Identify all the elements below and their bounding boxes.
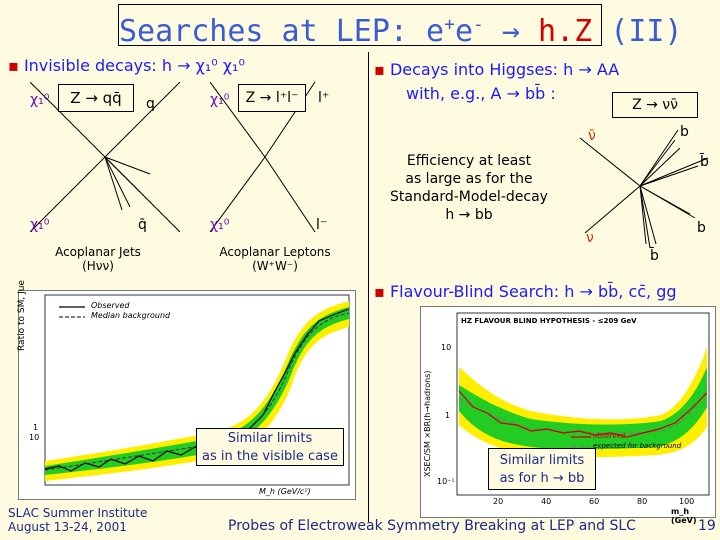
right-ytick-1: 1: [445, 411, 451, 420]
efficiency-line3: Standard-Model-decay: [390, 189, 548, 205]
left-legend-median: Median background: [91, 311, 171, 320]
chi-bottom-label-1: χ₁⁰: [30, 217, 50, 233]
leptons-caption: Acoplanar Leptons (W⁺W⁻): [205, 245, 345, 273]
l-minus-label: l⁻: [316, 217, 328, 233]
right-legend-observed: observed: [593, 432, 626, 440]
right-plot-title: HZ FLAVOUR BLIND HYPOTHESIS - ≤209 GeV: [461, 317, 637, 325]
b-label-1: b: [680, 124, 689, 140]
nu-label: ν: [586, 230, 594, 246]
invisible-heading-text: Invisible decays: h → χ₁⁰ χ₁⁰: [23, 56, 245, 75]
right-ytick-01: 10⁻¹: [437, 477, 455, 486]
efficiency-text: Efficiency at least as large as for the …: [376, 152, 562, 224]
right-callout-line2: as for h → bb: [499, 471, 585, 486]
chi-top-label-1: χ₁⁰: [30, 92, 50, 108]
left-xlabel: M_h (GeV/c²): [259, 487, 311, 496]
title-suffix: (II): [592, 14, 683, 49]
jets-diagram: [30, 82, 180, 232]
l-plus-label: l⁺: [318, 90, 330, 106]
higgses-diagram: [580, 129, 709, 249]
title-sup-minus: -: [473, 14, 484, 35]
efficiency-line2: as large as for the: [405, 171, 533, 187]
title-hz: h.Z: [538, 14, 593, 49]
title-sup-plus: +: [444, 14, 455, 35]
column-divider: [368, 52, 369, 522]
leptons-diagram: [210, 82, 316, 232]
right-xlabel: m_h (GeV): [671, 507, 697, 525]
footer-left-line2: August 13-24, 2001: [8, 520, 127, 534]
left-callout-line1: Similar limits: [227, 431, 313, 446]
chi-bottom-label-2: χ₁⁰: [210, 217, 230, 233]
left-plot-svg: [44, 294, 350, 486]
right-xtick-40: 40: [541, 497, 552, 506]
efficiency-line1: Efficiency at least: [406, 153, 532, 169]
right-legend-expected: expected for background: [593, 442, 682, 450]
right-xtick-80: 80: [637, 497, 648, 506]
title-mid: e: [454, 14, 474, 49]
z-ll-box: Z → l⁺l⁻: [238, 84, 306, 112]
jets-caption-line2: (Hνν): [82, 259, 114, 273]
footer-left-line1: SLAC Summer Institute: [8, 506, 148, 520]
right-xtick-60: 60: [589, 497, 600, 506]
z-ll-label: Z → l⁺l⁻: [245, 90, 299, 106]
bullet-icon: ▪: [8, 56, 19, 75]
left-ylabel: Ratio to SM, Jue: [17, 280, 27, 351]
b-label-2: b: [697, 220, 706, 236]
page-number: 19: [698, 518, 716, 534]
q-bottom-label: q̄: [138, 217, 147, 233]
b-bar-label-1: b̄: [700, 154, 709, 170]
z-qq-box: Z → qq̄: [58, 84, 134, 112]
footer-left: SLAC Summer Institute August 13-24, 2001: [8, 506, 147, 534]
z-qq-label: Z → qq̄: [70, 89, 122, 107]
slide-title: Searches at LEP: e+e- → h.Z (II): [118, 4, 683, 49]
left-ytick-1: 1: [33, 423, 39, 432]
left-callout-line2: as in the visible case: [202, 449, 338, 464]
nu-bar-label: ν̄: [588, 128, 596, 144]
title-arrow: →: [483, 14, 539, 49]
leptons-caption-line2: (W⁺W⁻): [252, 259, 298, 273]
title-prefix: Searches at LEP: e: [119, 14, 445, 49]
bullet-icon: ▪: [374, 60, 385, 79]
left-callout: Similar limits as in the visible case: [197, 430, 343, 466]
right-callout-line1: Similar limits: [499, 453, 585, 468]
chi-top-label-2: χ₁⁰: [210, 92, 230, 108]
right-callout: Similar limits as for h → bb: [489, 452, 595, 488]
flavour-heading: ▪ Flavour-Blind Search: h → bb̄, cc̄, gg: [374, 282, 677, 301]
right-xtick-20: 20: [493, 497, 504, 506]
higgses-heading-text: Decays into Higgses: h → AA: [389, 60, 620, 79]
efficiency-line4: h → bb: [445, 207, 493, 223]
left-legend-observed: Observed: [91, 301, 130, 310]
left-limit-plot: Observed Median background Ratio to SM, …: [17, 280, 356, 500]
jets-caption-line1: Acoplanar Jets: [55, 245, 141, 259]
invisible-decays-heading: ▪ Invisible decays: h → χ₁⁰ χ₁⁰: [8, 56, 245, 75]
higgses-subheading: with, e.g., A → bb̄ :: [406, 84, 556, 103]
right-ytick-10: 10: [441, 343, 452, 352]
right-xtick-100: 100: [679, 497, 695, 506]
z-nunu-box: Z → νν̄: [612, 92, 698, 118]
jets-caption: Acoplanar Jets (Hνν): [38, 245, 158, 273]
right-callout-box: Similar limits as for h → bb: [488, 448, 596, 490]
left-callout-box: Similar limits as in the visible case: [196, 428, 344, 466]
left-ytick-10: 10: [29, 433, 40, 442]
z-nunu-label: Z → νν̄: [632, 97, 678, 113]
right-ylabel: XSEC/SM ×BR(h→hadrons): [423, 370, 432, 477]
higgses-heading: ▪ Decays into Higgses: h → AA: [374, 60, 619, 79]
footer-center: Probes of Electroweak Symmetry Breaking …: [228, 518, 636, 534]
b-bar-label-2: b̄: [650, 248, 659, 264]
flavour-heading-text: Flavour-Blind Search: h → bb̄, cc̄, gg: [389, 282, 677, 301]
leptons-caption-line1: Acoplanar Leptons: [219, 245, 331, 259]
bullet-icon: ▪: [374, 282, 385, 301]
q-top-label: q: [146, 96, 155, 112]
